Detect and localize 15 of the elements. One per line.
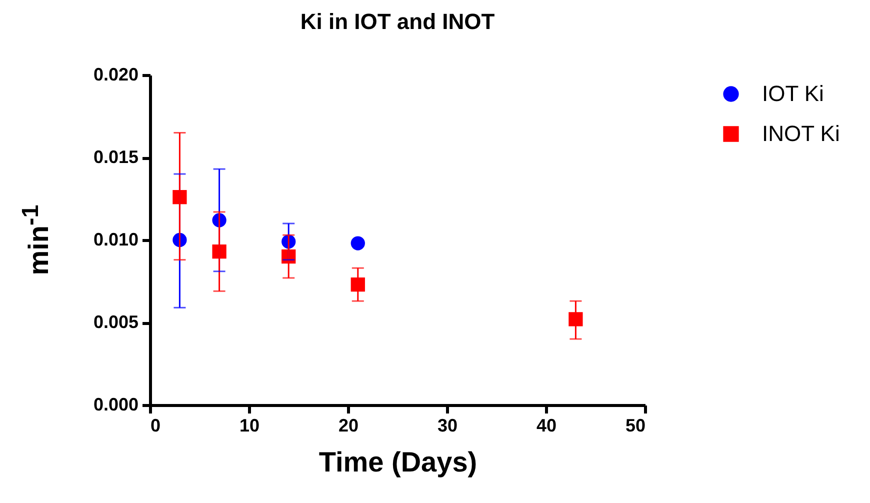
y-tick-label: 0.000 [93,394,138,414]
x-tick-label: 0 [150,416,161,436]
legend-label: INOT Ki [762,121,840,146]
x-tick-label: 10 [239,416,260,436]
x-axis-title: Time (Days) [318,446,478,478]
y-tick-label: 0.015 [93,147,138,167]
x-tick-label: 50 [625,416,646,436]
x-tick-label: 30 [437,416,458,436]
y-tick-label: 0.005 [93,312,138,332]
x-tick-label: 20 [338,416,359,436]
y-tick-label: 0.010 [93,230,138,250]
chart-title: Ki in IOT and INOT [300,9,496,34]
y-tick-label: 0.020 [93,64,138,84]
legend-label: IOT Ki [762,81,824,106]
x-tick-label: 40 [536,416,557,436]
